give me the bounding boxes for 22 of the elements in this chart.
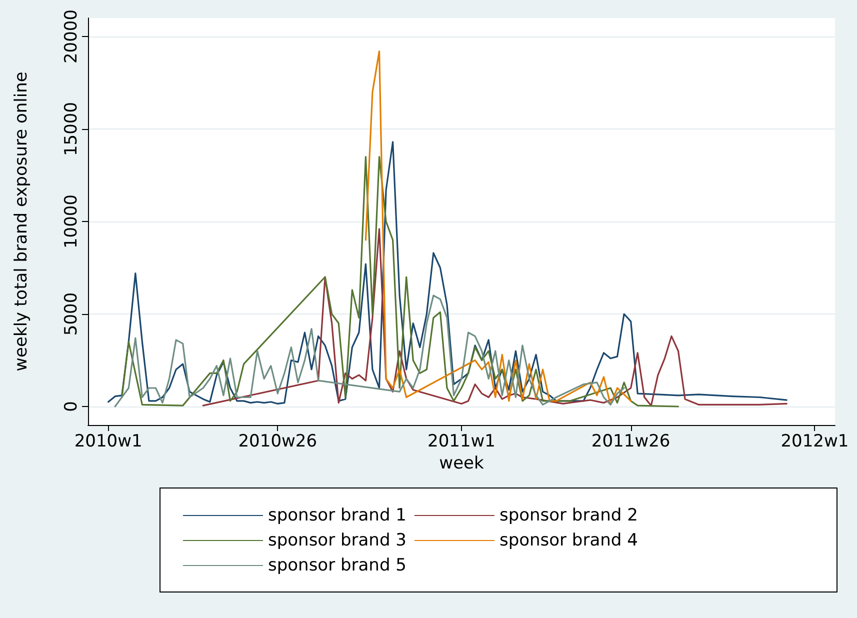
y-tick-label: 10000	[62, 194, 82, 249]
y-tick-label: 15000	[62, 102, 82, 156]
legend-label: sponsor brand 2	[499, 506, 638, 526]
x-tick-label: 2011w26	[591, 432, 670, 452]
y-tick-label: 20000	[62, 9, 82, 64]
y-tick-label: 5000	[62, 292, 82, 336]
legend-label: sponsor brand 3	[268, 530, 406, 550]
x-axis-title: week	[439, 453, 484, 474]
line-series	[202, 228, 788, 406]
line-series	[114, 294, 625, 408]
x-tick-label: 2010w26	[238, 432, 318, 452]
line-series	[121, 156, 680, 408]
y-tick-label: 0	[62, 401, 82, 412]
line-series	[108, 141, 788, 405]
x-tick-label: 2011w1	[428, 432, 496, 452]
x-tick-label: 2012w1	[780, 432, 849, 452]
y-axis-title: weekly total brand exposure online	[12, 72, 32, 372]
legend-label: sponsor brand 4	[499, 530, 638, 550]
x-tick-label: 2010w1	[74, 432, 142, 452]
legend-label: sponsor brand 1	[268, 506, 406, 526]
legend-label: sponsor brand 5	[268, 556, 406, 576]
line-series	[364, 50, 632, 406]
